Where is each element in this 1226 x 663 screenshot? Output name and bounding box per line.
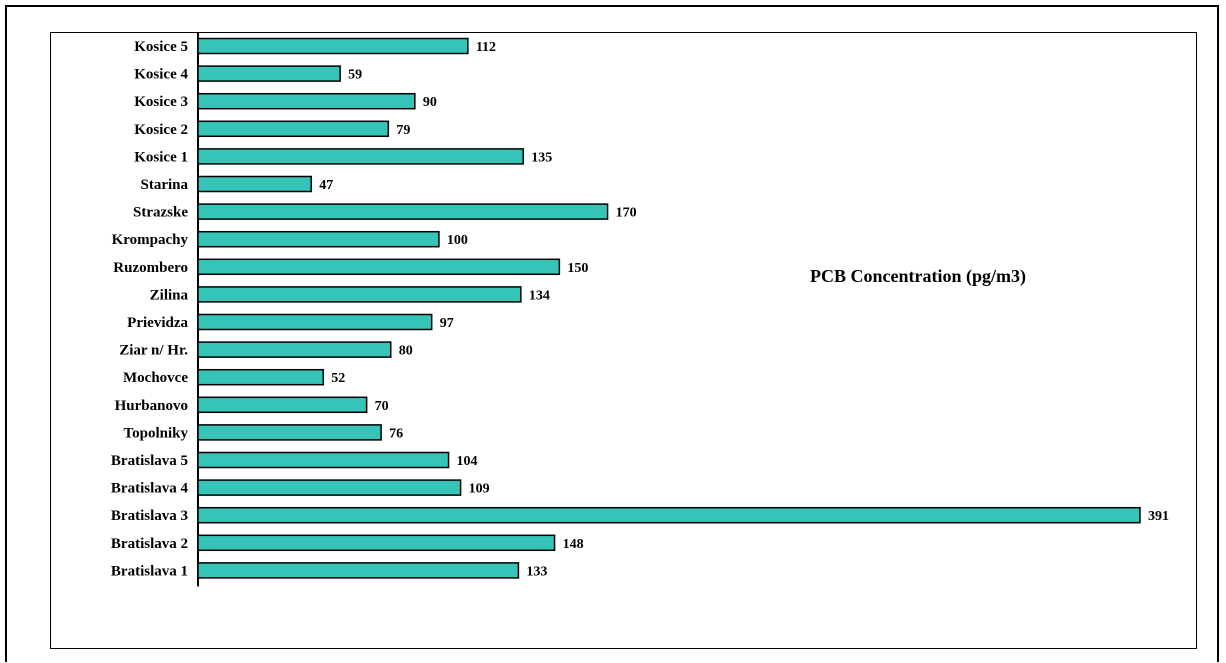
value-label: 47 bbox=[319, 178, 333, 193]
value-label: 150 bbox=[567, 261, 588, 276]
value-label: 135 bbox=[531, 150, 552, 165]
bar bbox=[197, 451, 450, 469]
value-label: 109 bbox=[469, 482, 490, 497]
bar bbox=[197, 175, 312, 193]
bar bbox=[197, 286, 522, 303]
value-label: 391 bbox=[1148, 509, 1169, 524]
bar bbox=[197, 562, 520, 579]
value-label: 112 bbox=[476, 40, 496, 55]
value-label: 80 bbox=[399, 344, 413, 359]
value-label: 148 bbox=[563, 537, 584, 552]
value-label: 76 bbox=[389, 426, 403, 441]
category-label: Zilina bbox=[150, 287, 189, 303]
category-label: Bratislava 2 bbox=[111, 536, 188, 552]
category-label: Prievidza bbox=[127, 315, 188, 331]
plot-area-frame bbox=[50, 32, 1197, 649]
value-label: 59 bbox=[348, 68, 362, 83]
category-label: Topolniky bbox=[124, 425, 189, 441]
bar bbox=[197, 479, 462, 496]
category-label: Bratislava 4 bbox=[111, 481, 189, 497]
value-label: 70 bbox=[375, 399, 389, 414]
bar bbox=[197, 120, 390, 138]
category-label: Ziar n/ Hr. bbox=[119, 343, 188, 359]
bar bbox=[197, 506, 1141, 524]
value-label: 170 bbox=[616, 206, 637, 221]
category-label: Kosice 4 bbox=[134, 67, 188, 83]
bar bbox=[197, 368, 325, 386]
bar bbox=[197, 148, 524, 165]
category-label: Hurbanovo bbox=[115, 398, 188, 414]
value-label: 97 bbox=[440, 316, 454, 331]
value-label: 90 bbox=[423, 95, 437, 110]
bar bbox=[197, 203, 609, 220]
chart-title: PCB Concentration (pg/m3) bbox=[810, 266, 1026, 287]
category-label: Krompachy bbox=[112, 232, 189, 248]
value-label: 52 bbox=[331, 371, 345, 386]
bar bbox=[197, 92, 416, 110]
value-label: 100 bbox=[447, 233, 468, 248]
outer-frame bbox=[5, 5, 1219, 662]
value-label: 133 bbox=[526, 564, 547, 579]
category-label: Kosice 2 bbox=[134, 122, 188, 138]
category-label: Ruzombero bbox=[113, 260, 188, 276]
category-label: Mochovce bbox=[123, 370, 188, 386]
value-label: 134 bbox=[529, 288, 550, 303]
bar bbox=[197, 37, 469, 55]
category-label: Starina bbox=[140, 177, 188, 193]
category-label: Kosice 5 bbox=[134, 39, 188, 55]
bar bbox=[197, 534, 556, 552]
bar bbox=[197, 313, 433, 331]
bars-layer: Kosice 5 112 Kosice 4 59 Kosice 3 90 Kosice 2 7… bbox=[111, 37, 1169, 579]
category-label: Bratislava 1 bbox=[111, 563, 188, 579]
bar bbox=[197, 396, 368, 414]
category-label: Strazske bbox=[133, 205, 188, 221]
category-label: Bratislava 3 bbox=[111, 508, 188, 524]
value-label: 104 bbox=[457, 454, 478, 469]
category-label: Bratislava 5 bbox=[111, 453, 188, 469]
bar bbox=[197, 424, 382, 441]
bar bbox=[197, 230, 440, 248]
bar bbox=[197, 258, 561, 276]
category-label: Kosice 3 bbox=[134, 94, 188, 110]
value-label: 79 bbox=[396, 123, 410, 138]
bar bbox=[197, 65, 341, 82]
bar bbox=[197, 341, 392, 358]
category-label: Kosice 1 bbox=[134, 149, 188, 165]
